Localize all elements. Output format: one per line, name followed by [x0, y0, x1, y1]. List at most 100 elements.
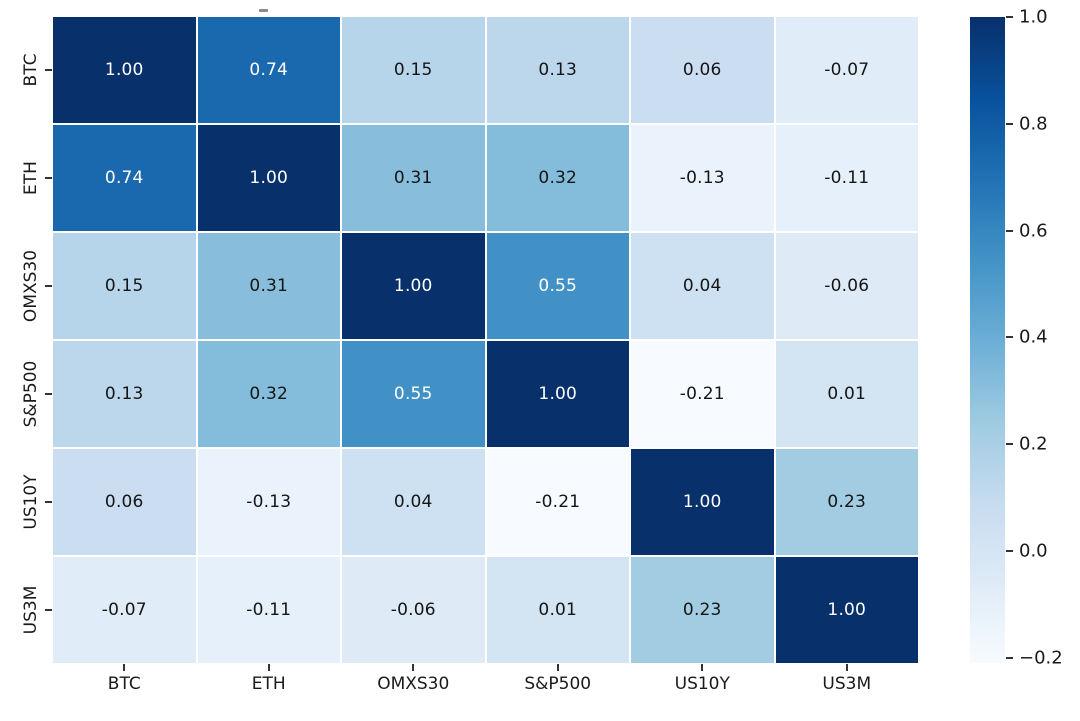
cell-value: -0.07	[101, 600, 147, 620]
cell-value: -0.11	[824, 168, 870, 188]
colorbar-tick-label: −0.2	[1019, 647, 1063, 669]
cell-value: 0.55	[538, 276, 578, 296]
heatmap-cell: -0.13	[197, 449, 340, 555]
colorbar-tick-mark	[1006, 443, 1013, 446]
colorbar-tick-label: 0.8	[1019, 113, 1048, 135]
heatmap-cell: 0.32	[197, 341, 340, 447]
colorbar	[970, 17, 1005, 663]
heatmap-cell: 0.13	[53, 341, 196, 447]
x-tick-mark	[845, 664, 848, 671]
cell-value: 0.23	[682, 600, 722, 620]
x-tick-label: BTC	[107, 674, 141, 694]
heatmap-cell: -0.06	[342, 557, 485, 663]
cell-value: 1.00	[682, 492, 722, 512]
heatmap-cell: 0.15	[342, 17, 485, 123]
cell-value: 1.00	[393, 276, 433, 296]
x-tick-label: US10Y	[674, 674, 730, 694]
colorbar-tick-mark	[1006, 16, 1013, 18]
heatmap-cell: 0.06	[631, 17, 774, 123]
colorbar-tick-mark	[1006, 549, 1013, 552]
heatmap-cell: -0.11	[775, 125, 918, 231]
heatmap-cell: 0.55	[342, 341, 485, 447]
cell-value: -0.11	[246, 600, 292, 620]
cell-value: 0.04	[682, 276, 722, 296]
cell-value: 0.13	[104, 384, 144, 404]
heatmap-cell: -0.21	[486, 449, 629, 555]
heatmap-cell: -0.07	[775, 17, 918, 123]
colorbar-tick-label: 0.0	[1019, 540, 1048, 562]
y-tick-label: US10Y	[21, 474, 41, 530]
y-tick-label: S&P500	[21, 360, 41, 428]
x-tick-mark	[267, 664, 270, 671]
colorbar-tick-label: 1.0	[1019, 6, 1048, 28]
cell-value: -0.06	[824, 276, 870, 296]
y-tick-mark	[45, 177, 52, 179]
cell-value: 0.31	[393, 168, 433, 188]
y-tick-mark	[45, 501, 52, 503]
heatmap-grid: 1.00 0.74 0.15 0.13 0.06 -0.07 0.74 1.00 0.31 0.3…	[53, 17, 918, 663]
heatmap-cell: 0.23	[631, 557, 774, 663]
x-tick-mark	[123, 664, 126, 671]
cell-value: -0.21	[679, 384, 725, 404]
cell-value: 1.00	[827, 600, 867, 620]
heatmap-cell: 0.23	[775, 449, 918, 555]
colorbar-tick-label: 0.2	[1019, 433, 1048, 455]
heatmap-cell: -0.21	[631, 341, 774, 447]
cell-value: 0.01	[827, 384, 867, 404]
cell-value: 0.15	[104, 276, 144, 296]
y-tick-mark	[45, 285, 52, 287]
x-tick-mark	[701, 664, 704, 671]
heatmap-cell: -0.11	[197, 557, 340, 663]
cell-value: 0.31	[249, 276, 289, 296]
heatmap-cell: 0.01	[775, 341, 918, 447]
cell-value: 0.32	[538, 168, 578, 188]
heatmap-cell: 0.13	[486, 17, 629, 123]
x-tick-label: OMXS30	[377, 674, 450, 694]
y-tick-label: BTC	[21, 53, 41, 87]
title-dash	[259, 9, 268, 12]
heatmap-cell: 0.74	[53, 125, 196, 231]
heatmap-cell: 0.04	[631, 233, 774, 339]
y-tick-label: US3M	[21, 585, 41, 635]
x-tick-label: S&P500	[524, 674, 592, 694]
colorbar-tick-mark	[1006, 656, 1013, 659]
heatmap-cell: 1.00	[53, 17, 196, 123]
heatmap-cell: 1.00	[631, 449, 774, 555]
heatmap-cell: 0.32	[486, 125, 629, 231]
cell-value: 0.15	[393, 60, 433, 80]
x-tick-mark	[556, 664, 559, 671]
cell-value: 0.23	[827, 492, 867, 512]
x-tick-mark	[412, 664, 415, 671]
colorbar-tick-mark	[1006, 229, 1013, 232]
heatmap-cell: 1.00	[197, 125, 340, 231]
cell-value: 0.13	[538, 60, 578, 80]
cell-value: 0.01	[538, 600, 578, 620]
colorbar-tick-label: 0.6	[1019, 220, 1048, 242]
cell-value: 1.00	[104, 60, 144, 80]
heatmap-cell: 0.15	[53, 233, 196, 339]
x-tick-label: US3M	[822, 674, 872, 694]
colorbar-tick-mark	[1006, 122, 1013, 125]
heatmap-cell: 0.01	[486, 557, 629, 663]
heatmap-cell: -0.13	[631, 125, 774, 231]
cell-value: 0.06	[104, 492, 144, 512]
cell-value: 1.00	[249, 168, 289, 188]
heatmap-cell: 0.55	[486, 233, 629, 339]
colorbar-tick-mark	[1006, 336, 1013, 339]
heatmap-cell: 0.74	[197, 17, 340, 123]
heatmap-cell: 0.06	[53, 449, 196, 555]
heatmap-cell: 1.00	[342, 233, 485, 339]
x-tick-label: ETH	[251, 674, 286, 694]
heatmap-cell: 0.31	[197, 233, 340, 339]
y-tick-label: OMXS30	[21, 249, 41, 323]
cell-value: 1.00	[538, 384, 578, 404]
heatmap-cell: 0.31	[342, 125, 485, 231]
y-tick-mark	[45, 393, 52, 395]
heatmap-cell: -0.06	[775, 233, 918, 339]
colorbar-tick-label: 0.4	[1019, 326, 1048, 348]
cell-value: 0.06	[682, 60, 722, 80]
cell-value: -0.07	[824, 60, 870, 80]
cell-value: -0.06	[390, 600, 436, 620]
y-tick-mark	[45, 609, 52, 611]
